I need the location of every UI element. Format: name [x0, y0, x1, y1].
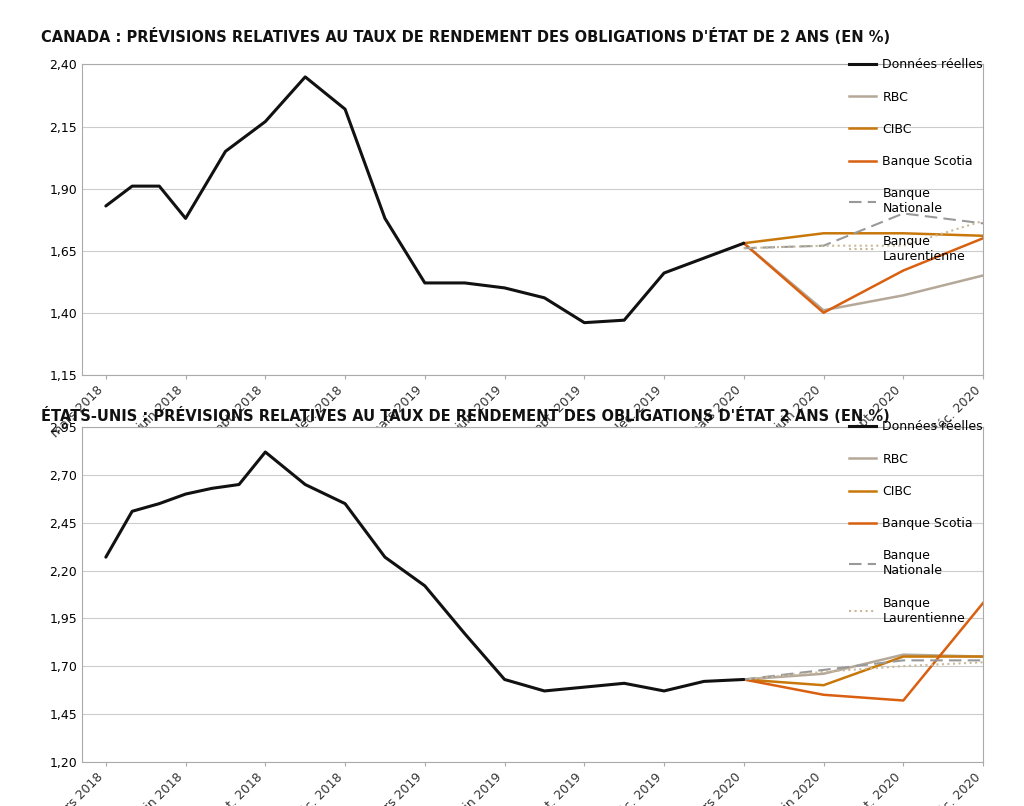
- Text: CANADA : PRÉVISIONS RELATIVES AU TAUX DE RENDEMENT DES OBLIGATIONS D'ÉTAT DE 2 A: CANADA : PRÉVISIONS RELATIVES AU TAUX DE…: [41, 28, 890, 45]
- Legend: Données réelles,  , RBC,  , CIBC,  , Banque Scotia,  , Banque
Nationale,  , Banq: Données réelles, , RBC, , CIBC, , Banque…: [849, 421, 983, 625]
- Text: ÉTATS-UNIS : PRÉVISIONS RELATIVES AU TAUX DE RENDEMENT DES OBLIGATIONS D'ÉTAT 2 : ÉTATS-UNIS : PRÉVISIONS RELATIVES AU TAU…: [41, 407, 890, 424]
- Legend: Données réelles,  , RBC,  , CIBC,  , Banque Scotia,  , Banque
Nationale,  , Banq: Données réelles, , RBC, , CIBC, , Banque…: [849, 58, 983, 263]
